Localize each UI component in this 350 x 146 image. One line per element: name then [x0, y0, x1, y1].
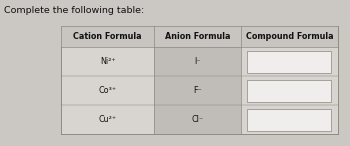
Bar	[247, 108, 331, 131]
Text: F⁻: F⁻	[193, 86, 202, 95]
Text: Complete the following table:: Complete the following table:	[4, 6, 144, 15]
Bar	[61, 26, 338, 134]
Text: Co³⁺: Co³⁺	[98, 86, 117, 95]
Text: I⁻: I⁻	[194, 57, 201, 66]
Bar	[154, 47, 241, 134]
Text: Ni²⁺: Ni²⁺	[100, 57, 116, 66]
Text: Anion Formula: Anion Formula	[165, 32, 230, 41]
Bar	[61, 26, 338, 47]
Text: Cu²⁺: Cu²⁺	[98, 115, 117, 124]
Text: Cl⁻: Cl⁻	[191, 115, 203, 124]
Bar	[247, 51, 331, 73]
Text: Compound Formula: Compound Formula	[246, 32, 333, 41]
Text: Cation Formula: Cation Formula	[73, 32, 142, 41]
Bar	[247, 80, 331, 102]
